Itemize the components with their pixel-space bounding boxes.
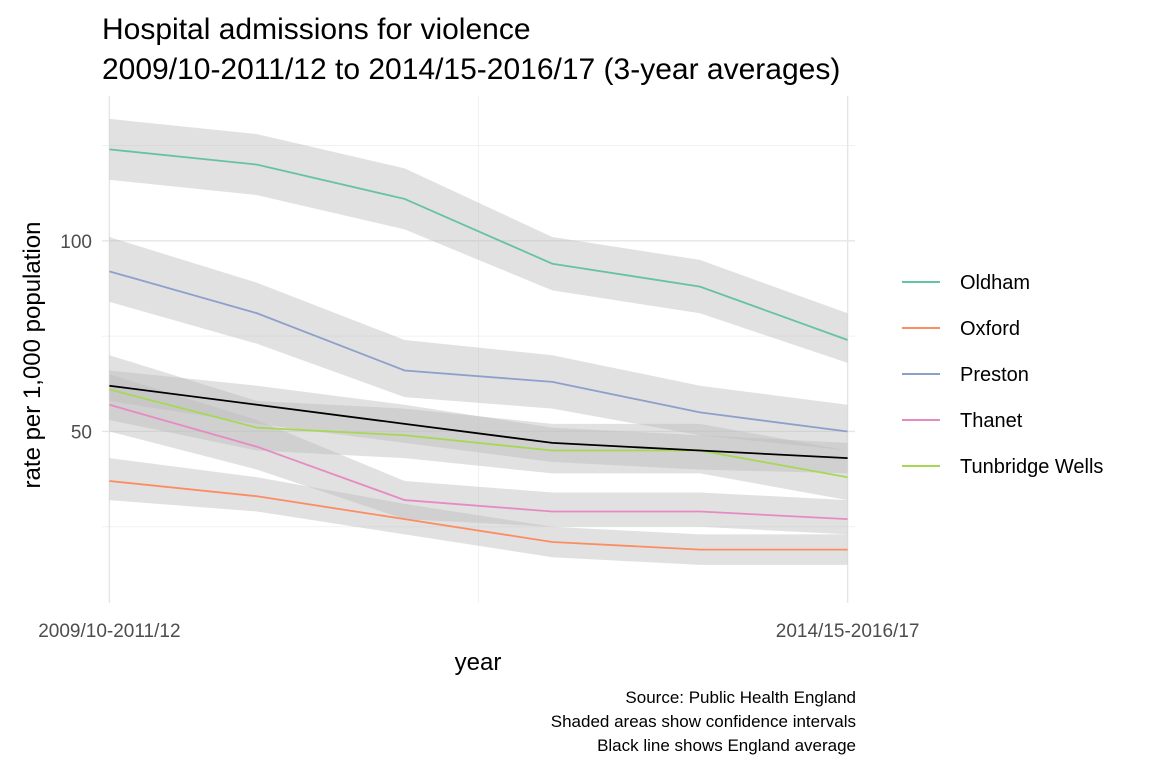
series-line-thanet [109, 403, 848, 521]
x-axis-title: year [455, 649, 502, 676]
x-tick-labels: 2009/10-2011/12 2014/15-2016/17 [38, 621, 919, 642]
caption-ribbons-note: Shaded areas show confidence intervals [550, 712, 856, 731]
y-tick-label: 100 [60, 232, 92, 253]
legend-label-thanet: Thanet [960, 410, 1023, 432]
legend-label-oxford: Oxford [960, 318, 1020, 340]
series-line-oldham [109, 148, 848, 341]
series-line-oxford [109, 480, 848, 551]
series-line-england-average [109, 384, 848, 460]
y-axis-title: rate per 1,000 population [19, 222, 46, 489]
legend-label-preston: Preston [960, 364, 1029, 386]
ribbon-oldham [109, 118, 848, 363]
chart-subtitle: 2009/10-2011/12 to 2014/15-2016/17 (3-ye… [102, 53, 841, 86]
caption-source: Source: Public Health England [625, 688, 856, 707]
chart-caption: Source: Public Health England Shaded are… [551, 686, 856, 758]
ribbon-thanet [109, 374, 848, 535]
ribbon-preston [109, 237, 848, 451]
legend-label-oldham: Oldham [960, 272, 1030, 294]
ribbon-england-average [109, 370, 848, 474]
y-tick-label: 50 [71, 422, 92, 443]
ribbon-oxford [109, 458, 848, 565]
caption-average-note: Black line shows England average [597, 736, 856, 755]
series-line-tunbridge-wells [109, 388, 848, 479]
series-lines [109, 148, 848, 551]
y-tick-labels: 50 100 [60, 232, 92, 444]
series-line-preston [109, 270, 848, 433]
legend-label-tunbridge-wells: Tunbridge Wells [960, 456, 1103, 478]
x-tick-label: 2009/10-2011/12 [38, 621, 180, 642]
legend: Oldham Oxford Preston Thanet Tunbridge Wells [902, 272, 1103, 478]
chart-title-block: Hospital admissions for violence 2009/10… [102, 10, 840, 90]
chart-title: Hospital admissions for violence [102, 13, 531, 46]
confidence-ribbons [109, 118, 848, 565]
x-tick-label: 2014/15-2016/17 [776, 621, 920, 642]
ribbon-tunbridge-wells [109, 355, 848, 501]
